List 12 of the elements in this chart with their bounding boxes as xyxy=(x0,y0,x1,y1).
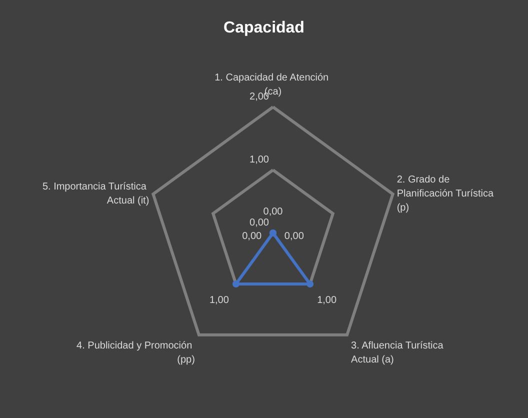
y-tick-label: 1,00 xyxy=(250,154,270,166)
spoke-label: 2. Grado de Planificación Turística (p) xyxy=(396,174,496,214)
y-tick-label: 0,00 xyxy=(250,218,270,228)
data-label: 1,00 xyxy=(209,295,230,306)
data-label: 0,00 xyxy=(284,230,304,242)
spoke-label: 4. Publicidad y Promoción (pp) xyxy=(76,340,195,366)
chart-title: Capacidad xyxy=(224,20,304,36)
spoke-label: 5. Importancia Turística Actual (it) xyxy=(42,182,150,207)
spoke-label: 3. Afluencia Turística Actual (a) xyxy=(351,340,446,366)
data-label: 1,00 xyxy=(317,295,337,306)
data-label: 0,00 xyxy=(242,230,262,242)
data-label: 0,00 xyxy=(263,206,284,218)
